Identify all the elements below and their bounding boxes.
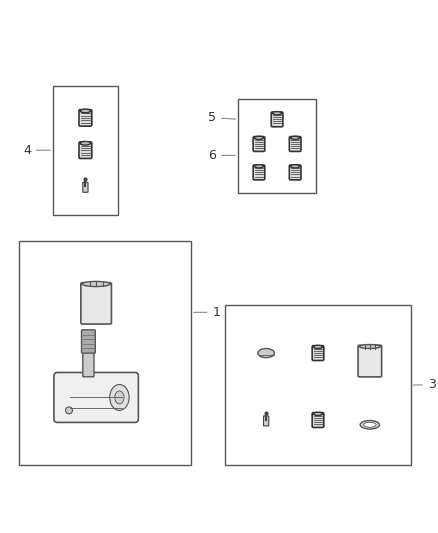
FancyBboxPatch shape bbox=[271, 112, 283, 127]
Ellipse shape bbox=[360, 421, 380, 429]
Text: 6: 6 bbox=[208, 149, 236, 162]
Text: 5: 5 bbox=[208, 111, 236, 124]
Ellipse shape bbox=[359, 344, 380, 349]
Ellipse shape bbox=[291, 136, 300, 140]
FancyBboxPatch shape bbox=[83, 182, 88, 192]
Ellipse shape bbox=[314, 345, 322, 349]
FancyBboxPatch shape bbox=[79, 110, 92, 126]
Bar bbox=[19, 241, 191, 465]
Ellipse shape bbox=[258, 349, 274, 358]
Circle shape bbox=[66, 407, 72, 414]
FancyBboxPatch shape bbox=[54, 373, 138, 423]
FancyBboxPatch shape bbox=[83, 341, 94, 377]
Ellipse shape bbox=[254, 165, 264, 168]
Text: 1: 1 bbox=[194, 306, 220, 319]
Ellipse shape bbox=[272, 111, 282, 115]
FancyBboxPatch shape bbox=[79, 142, 92, 158]
FancyBboxPatch shape bbox=[81, 330, 95, 353]
Ellipse shape bbox=[82, 281, 110, 287]
Bar bbox=[53, 86, 118, 215]
FancyBboxPatch shape bbox=[312, 345, 324, 360]
Ellipse shape bbox=[364, 422, 376, 427]
Bar bbox=[226, 305, 410, 465]
FancyBboxPatch shape bbox=[312, 413, 324, 427]
FancyBboxPatch shape bbox=[290, 136, 301, 151]
Ellipse shape bbox=[314, 412, 322, 416]
Ellipse shape bbox=[80, 141, 91, 145]
Text: 4: 4 bbox=[23, 144, 50, 157]
Ellipse shape bbox=[110, 384, 129, 410]
Text: 3: 3 bbox=[413, 378, 436, 391]
FancyBboxPatch shape bbox=[253, 165, 265, 180]
FancyBboxPatch shape bbox=[264, 416, 269, 426]
FancyBboxPatch shape bbox=[290, 165, 301, 180]
FancyBboxPatch shape bbox=[253, 136, 265, 151]
FancyBboxPatch shape bbox=[358, 345, 381, 377]
Bar bbox=[238, 99, 316, 193]
Ellipse shape bbox=[291, 165, 300, 168]
FancyBboxPatch shape bbox=[81, 282, 111, 324]
Ellipse shape bbox=[254, 136, 264, 140]
Ellipse shape bbox=[80, 109, 91, 113]
Ellipse shape bbox=[115, 391, 124, 404]
